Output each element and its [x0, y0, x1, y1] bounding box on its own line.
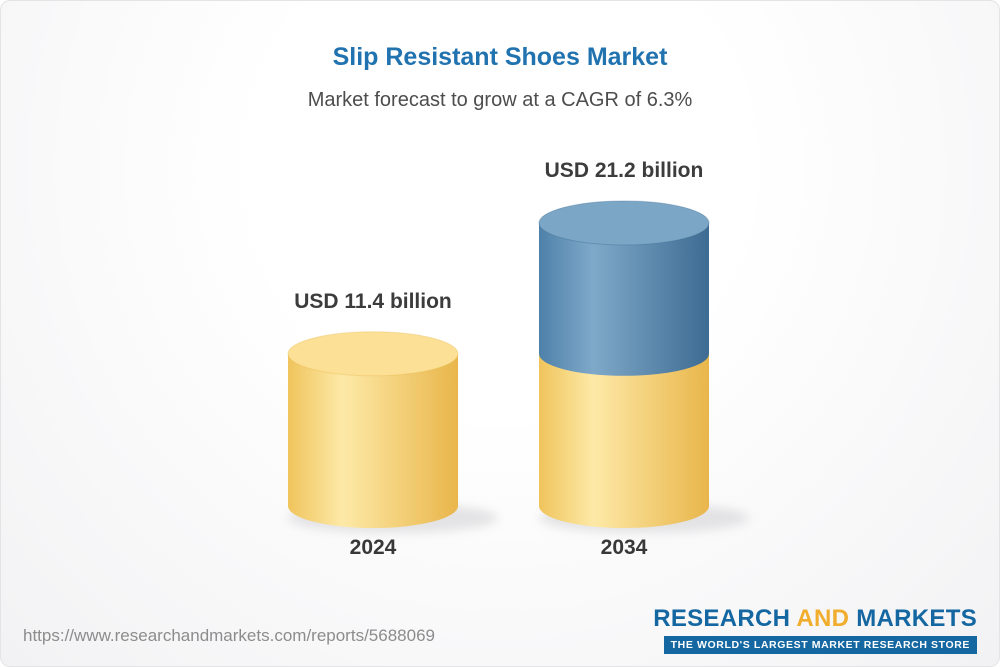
cylinder-2034	[538, 200, 749, 533]
report-url[interactable]: https://www.researchandmarkets.com/repor…	[23, 626, 435, 645]
value-label-2024: USD 11.4 billion	[294, 289, 452, 313]
logo-tagline: THE WORLD'S LARGEST MARKET RESEARCH STOR…	[663, 636, 977, 654]
year-label-2024: 2024	[349, 536, 397, 559]
cylinder-2024	[287, 331, 498, 533]
chart-title: Slip Resistant Shoes Market	[332, 43, 668, 71]
value-label-2034: USD 21.2 billion	[544, 158, 704, 182]
chart-subtitle: Market forecast to grow at a CAGR of 6.3…	[307, 89, 693, 111]
logo-wordmark: RESEARCH AND MARKETS	[653, 605, 977, 633]
year-label-2034: 2034	[600, 536, 648, 559]
research-and-markets-logo: RESEARCH AND MARKETS THE WORLD'S LARGEST…	[653, 605, 977, 654]
logo-word-markets: MARKETS	[856, 605, 977, 632]
logo-word-and: AND	[796, 605, 850, 632]
logo-word-research: RESEARCH	[653, 605, 791, 632]
